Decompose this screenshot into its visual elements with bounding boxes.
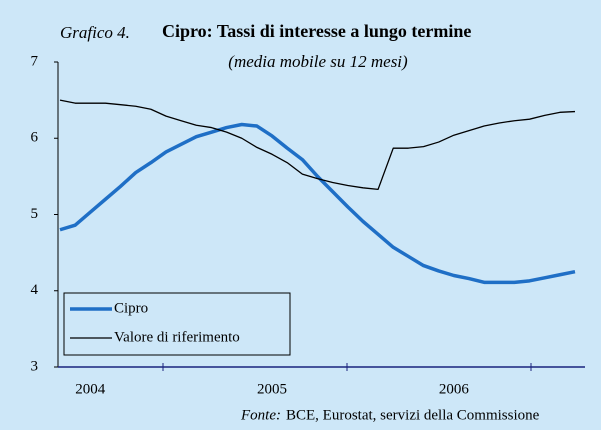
chart-title: Cipro: Tassi di interesse a lungo termin… (162, 21, 471, 41)
legend-label: Cipro (114, 300, 148, 316)
x-tick-label: 2004 (75, 381, 106, 397)
chart-subtitle: (media mobile su 12 mesi) (228, 52, 408, 71)
y-tick-label: 4 (31, 282, 39, 298)
source-label: Fonte: (240, 407, 281, 423)
x-tick-label: 2006 (439, 381, 470, 397)
legend (63, 292, 291, 356)
legend-label: Valore di riferimento (114, 329, 240, 345)
x-tick-label: 2005 (257, 381, 287, 397)
series-line (59, 122, 576, 285)
source: BCE, Eurostat, servizi della Commissione (286, 407, 540, 423)
title-prefix: Grafico 4. (60, 23, 130, 42)
y-tick-label: 6 (31, 130, 39, 146)
y-tick-label: 5 (31, 206, 39, 222)
series-line (59, 99, 576, 190)
y-tick-label: 7 (31, 53, 39, 69)
y-tick-label: 3 (31, 358, 39, 374)
